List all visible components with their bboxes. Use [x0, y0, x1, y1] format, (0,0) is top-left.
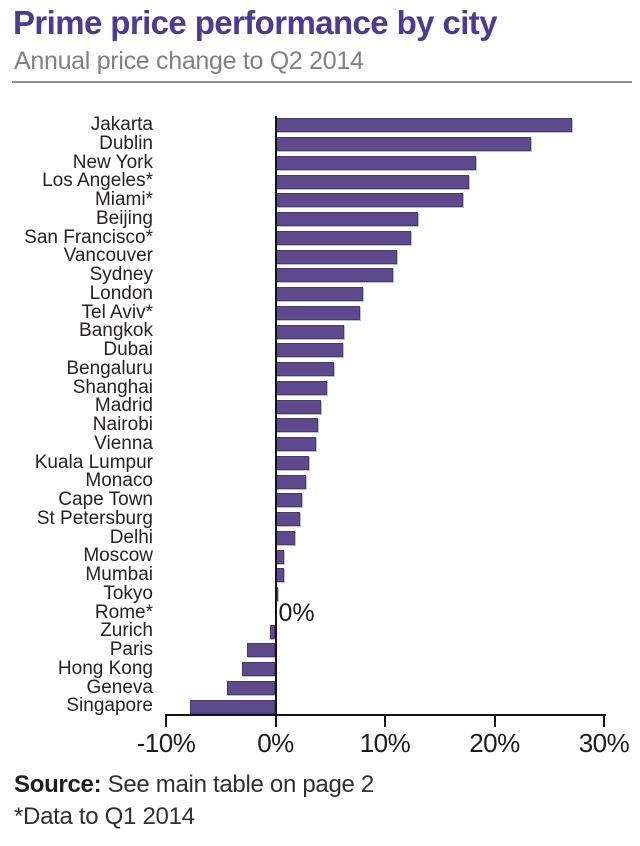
bar [275, 437, 316, 452]
city-label: Sydney [89, 264, 153, 286]
bar [275, 193, 463, 208]
bar [275, 324, 345, 339]
bar [275, 230, 412, 245]
bar [275, 174, 470, 189]
city-label: Monaco [85, 470, 153, 492]
city-label: Nairobi [92, 414, 153, 436]
bar [275, 549, 285, 564]
bar [275, 380, 327, 395]
city-label: Cape Town [58, 489, 153, 511]
bar [241, 662, 276, 677]
city-label: San Francisco* [24, 226, 153, 248]
x-axis-tick-label: 20% [469, 728, 520, 758]
source-note: Source: See main table on page 2 [14, 771, 374, 799]
footnote: *Data to Q1 2014 [14, 803, 195, 830]
bar [275, 530, 296, 545]
city-label: Geneva [86, 676, 153, 698]
x-axis-tick [274, 714, 277, 727]
city-label: Miami* [94, 189, 153, 211]
x-axis-tick-label: 30% [578, 728, 630, 758]
bar [275, 474, 307, 489]
divider-line [12, 81, 632, 83]
city-label: Beijing [95, 207, 153, 229]
city-label: Los Angeles* [42, 170, 153, 192]
bar [275, 212, 418, 227]
bar [275, 418, 319, 433]
city-label: Paris [109, 639, 153, 661]
chart-subtitle: Annual price change to Q2 2014 [14, 47, 364, 75]
city-label: Shanghai [72, 376, 153, 398]
city-label: Tokyo [103, 582, 153, 604]
city-label: Rome* [94, 601, 153, 623]
x-axis-tick [165, 714, 167, 727]
city-label: Vancouver [63, 245, 153, 267]
city-label: Jakarta [90, 114, 153, 136]
zero-value-label: 0% [278, 598, 315, 627]
bar [275, 268, 393, 283]
city-label: London [89, 282, 153, 304]
city-label: Vienna [94, 432, 153, 454]
x-axis-tick-label: 10% [359, 728, 411, 758]
city-label: New York [72, 151, 153, 173]
city-label: Tel Aviv* [81, 301, 153, 323]
x-axis-tick [384, 714, 386, 727]
page-title: Prime price performance by city [13, 4, 498, 41]
bar [275, 512, 300, 527]
city-label: Hong Kong [57, 657, 153, 679]
bar [275, 118, 573, 133]
city-label: Kuala Lumpur [34, 451, 153, 473]
x-axis-tick [603, 714, 605, 727]
bar [275, 137, 531, 152]
city-label: Dublin [99, 132, 153, 154]
city-label: St Petersburg [36, 507, 153, 529]
city-label: Dubai [103, 339, 153, 361]
source-text: See main table on page 2 [101, 771, 375, 798]
city-label: Bangkok [79, 320, 153, 342]
bar [247, 643, 276, 658]
bar [275, 568, 285, 583]
bar [275, 305, 360, 320]
bar [275, 155, 476, 170]
bar [275, 493, 302, 508]
city-label: Bengaluru [66, 357, 153, 379]
city-label: Mumbai [85, 564, 153, 586]
city-label: Madrid [94, 395, 153, 417]
source-label: Source: [14, 771, 102, 798]
bar [275, 287, 364, 302]
city-label: Zurich [100, 620, 153, 642]
x-axis-tick-label: -10% [136, 728, 196, 758]
city-label: Moscow [83, 545, 153, 567]
bar [275, 249, 398, 264]
bar [275, 455, 310, 470]
bar [275, 399, 322, 414]
zero-baseline [274, 116, 277, 716]
city-label: Singapore [66, 695, 153, 717]
x-axis-tick-label: 0% [257, 728, 294, 758]
city-label: Delhi [109, 526, 153, 548]
x-axis-tick [493, 714, 496, 727]
bar [275, 343, 344, 358]
bar [227, 680, 276, 695]
bar [275, 362, 334, 377]
bar [190, 699, 276, 714]
